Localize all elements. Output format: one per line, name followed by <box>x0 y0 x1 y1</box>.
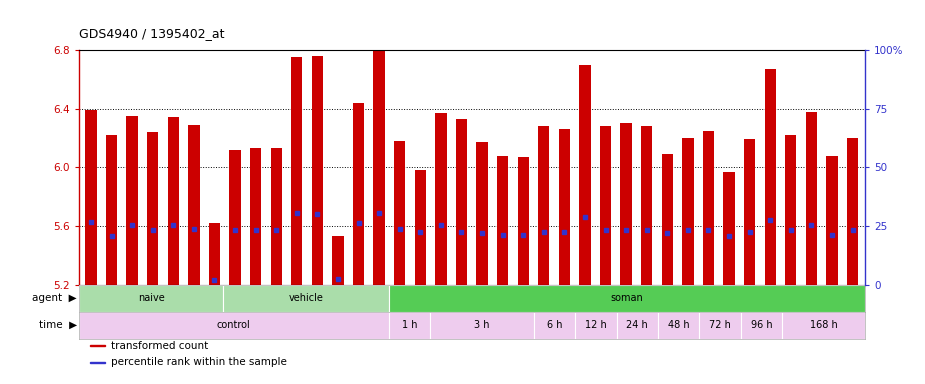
Bar <box>374 51 385 285</box>
Bar <box>85 110 96 285</box>
Text: 24 h: 24 h <box>626 320 648 330</box>
Text: 6 h: 6 h <box>547 320 562 330</box>
Bar <box>352 103 364 285</box>
Bar <box>785 135 796 285</box>
Bar <box>167 118 179 285</box>
Bar <box>575 312 617 339</box>
Text: agent  ▶: agent ▶ <box>32 293 77 303</box>
Bar <box>79 285 224 312</box>
Bar <box>430 312 534 339</box>
Text: 96 h: 96 h <box>750 320 772 330</box>
Bar <box>621 123 632 285</box>
Bar <box>91 345 105 346</box>
Bar <box>312 56 323 285</box>
Bar <box>534 312 575 339</box>
Bar <box>744 139 756 285</box>
Bar <box>147 132 158 285</box>
Bar <box>617 312 658 339</box>
Text: time  ▶: time ▶ <box>39 320 77 330</box>
Bar <box>497 156 508 285</box>
Bar <box>389 312 430 339</box>
Text: vehicle: vehicle <box>289 293 324 303</box>
Text: control: control <box>217 320 251 330</box>
Bar <box>414 170 426 285</box>
Bar <box>699 312 741 339</box>
Bar <box>436 113 447 285</box>
Bar <box>723 172 734 285</box>
Text: percentile rank within the sample: percentile rank within the sample <box>111 358 287 367</box>
Bar <box>188 125 200 285</box>
Bar <box>741 312 783 339</box>
Bar <box>579 65 591 285</box>
Bar <box>394 141 405 285</box>
Bar <box>765 69 776 285</box>
Bar <box>79 312 389 339</box>
Text: 12 h: 12 h <box>585 320 607 330</box>
Bar <box>270 148 282 285</box>
Bar <box>250 148 261 285</box>
Text: GDS4940 / 1395402_at: GDS4940 / 1395402_at <box>79 28 224 41</box>
Bar <box>127 116 138 285</box>
Text: 168 h: 168 h <box>809 320 837 330</box>
Bar <box>658 312 699 339</box>
Text: 72 h: 72 h <box>709 320 731 330</box>
Bar <box>456 119 467 285</box>
Bar <box>105 135 117 285</box>
Bar <box>600 126 611 285</box>
Text: 1 h: 1 h <box>402 320 417 330</box>
Bar <box>641 126 652 285</box>
Bar <box>826 156 838 285</box>
Bar <box>291 57 302 285</box>
Bar <box>806 112 817 285</box>
Bar <box>209 223 220 285</box>
Text: 3 h: 3 h <box>475 320 490 330</box>
Text: 48 h: 48 h <box>668 320 689 330</box>
Bar <box>661 154 673 285</box>
Bar <box>389 285 865 312</box>
Bar <box>538 126 549 285</box>
Bar <box>847 138 858 285</box>
Bar <box>476 142 487 285</box>
Bar <box>783 312 865 339</box>
Text: naive: naive <box>138 293 165 303</box>
Text: transformed count: transformed count <box>111 341 208 351</box>
Bar <box>703 131 714 285</box>
Bar <box>518 157 529 285</box>
Bar <box>559 129 570 285</box>
Bar <box>229 150 241 285</box>
Bar <box>683 138 694 285</box>
Text: soman: soman <box>610 293 643 303</box>
Bar <box>224 285 389 312</box>
Bar <box>332 236 343 285</box>
